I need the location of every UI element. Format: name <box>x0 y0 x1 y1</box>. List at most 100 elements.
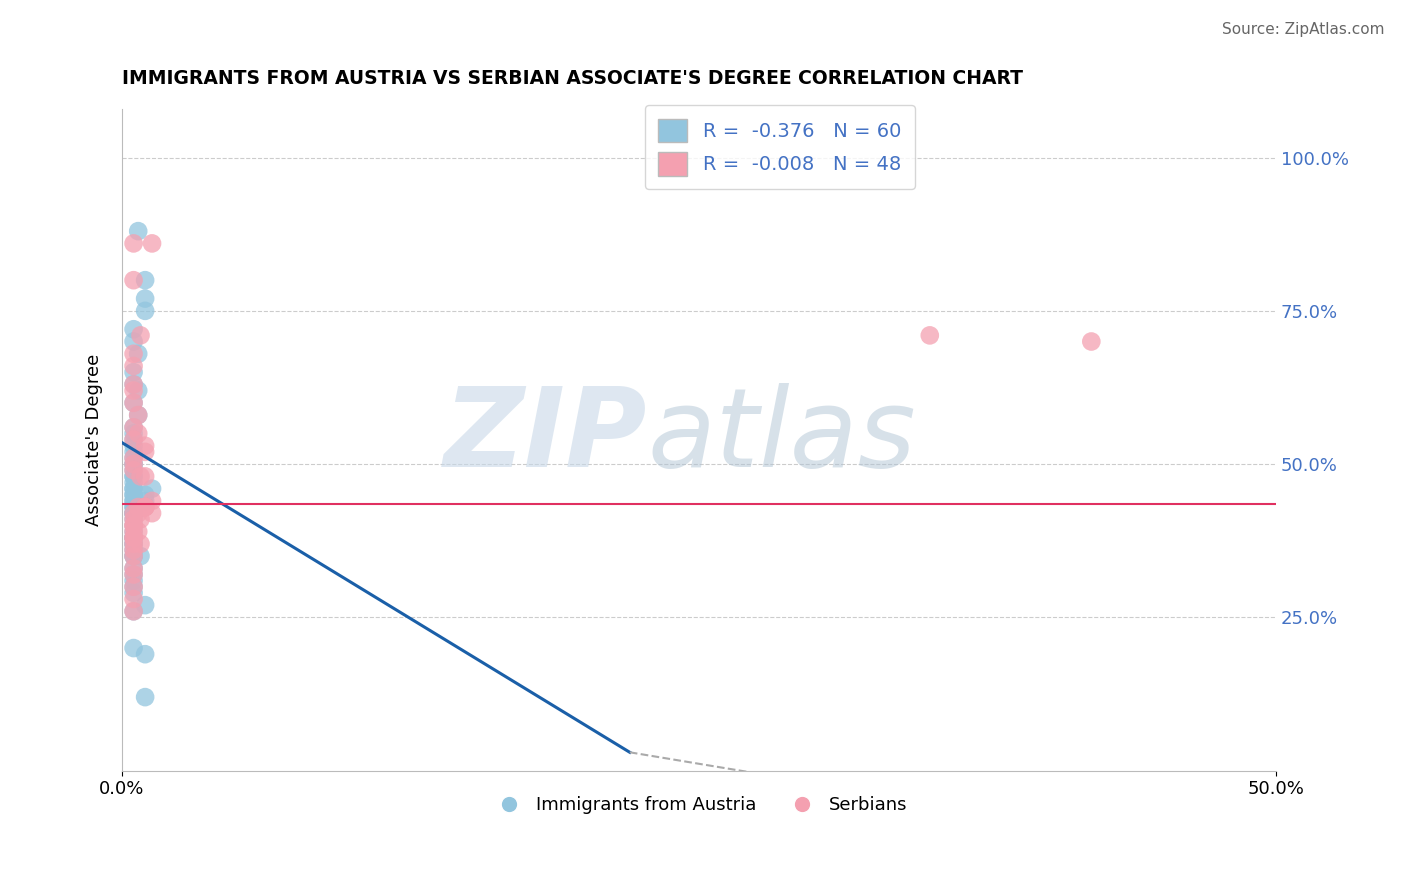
Point <box>127 500 149 514</box>
Point <box>122 506 145 520</box>
Point <box>127 408 149 422</box>
Point <box>129 469 152 483</box>
Point <box>122 641 145 656</box>
Point <box>122 512 145 526</box>
Point <box>141 236 163 251</box>
Point <box>122 524 145 539</box>
Point <box>122 450 145 465</box>
Point <box>134 292 156 306</box>
Point <box>141 482 163 496</box>
Point <box>122 273 145 287</box>
Point <box>122 604 145 618</box>
Point <box>122 518 145 533</box>
Point <box>129 537 152 551</box>
Point <box>122 580 145 594</box>
Point <box>122 567 145 582</box>
Point <box>122 433 145 447</box>
Point <box>122 396 145 410</box>
Point <box>134 469 156 483</box>
Text: Source: ZipAtlas.com: Source: ZipAtlas.com <box>1222 22 1385 37</box>
Point <box>122 561 145 575</box>
Point <box>122 439 145 453</box>
Point <box>127 426 149 441</box>
Point <box>122 463 145 477</box>
Point <box>122 469 145 483</box>
Point <box>134 500 156 514</box>
Point <box>122 567 145 582</box>
Point <box>1080 334 1102 349</box>
Point <box>122 592 145 607</box>
Point <box>122 500 145 514</box>
Point <box>122 475 145 490</box>
Point <box>122 506 145 520</box>
Point <box>122 512 145 526</box>
Point <box>122 549 145 563</box>
Point <box>122 322 145 336</box>
Point <box>122 396 145 410</box>
Point <box>134 488 156 502</box>
Point <box>122 377 145 392</box>
Point <box>122 574 145 588</box>
Point <box>127 347 149 361</box>
Point <box>122 488 145 502</box>
Point <box>122 469 145 483</box>
Point <box>122 531 145 545</box>
Point <box>122 543 145 558</box>
Point <box>129 512 152 526</box>
Point <box>134 500 156 514</box>
Point <box>122 482 145 496</box>
Point <box>122 506 145 520</box>
Point <box>122 347 145 361</box>
Point <box>122 445 145 459</box>
Point <box>127 224 149 238</box>
Point <box>122 518 145 533</box>
Point <box>127 506 149 520</box>
Point <box>134 445 156 459</box>
Point <box>122 426 145 441</box>
Point <box>134 303 156 318</box>
Point <box>122 377 145 392</box>
Point <box>122 334 145 349</box>
Point <box>127 384 149 398</box>
Point <box>122 537 145 551</box>
Point <box>122 457 145 471</box>
Point <box>129 549 152 563</box>
Point <box>134 273 156 287</box>
Point <box>134 690 156 705</box>
Point <box>122 359 145 373</box>
Point <box>918 328 941 343</box>
Point <box>122 420 145 434</box>
Point <box>134 439 156 453</box>
Point <box>122 518 145 533</box>
Point <box>141 506 163 520</box>
Point <box>122 494 145 508</box>
Point <box>122 500 145 514</box>
Point <box>134 500 156 514</box>
Text: ZIP: ZIP <box>443 383 647 490</box>
Point <box>122 420 145 434</box>
Y-axis label: Associate's Degree: Associate's Degree <box>86 353 103 525</box>
Point <box>122 494 145 508</box>
Point <box>122 537 145 551</box>
Point <box>122 543 145 558</box>
Legend: Immigrants from Austria, Serbians: Immigrants from Austria, Serbians <box>484 789 914 822</box>
Point <box>122 524 145 539</box>
Point <box>129 328 152 343</box>
Point <box>141 494 163 508</box>
Point <box>122 457 145 471</box>
Point <box>122 433 145 447</box>
Point <box>122 561 145 575</box>
Point <box>122 580 145 594</box>
Point <box>122 384 145 398</box>
Point <box>134 494 156 508</box>
Point <box>122 482 145 496</box>
Point <box>122 604 145 618</box>
Point <box>127 524 149 539</box>
Point <box>122 457 145 471</box>
Point <box>122 506 145 520</box>
Point <box>122 531 145 545</box>
Point <box>122 531 145 545</box>
Point <box>134 647 156 661</box>
Point <box>122 549 145 563</box>
Point <box>122 531 145 545</box>
